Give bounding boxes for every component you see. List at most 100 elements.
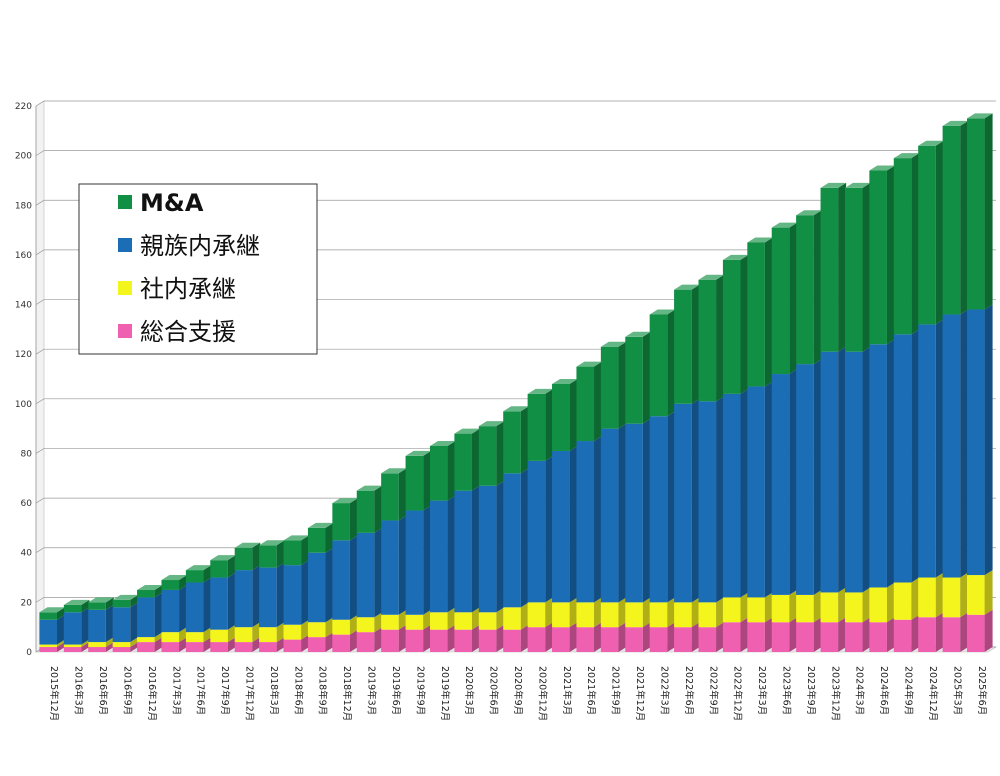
bar-segment — [844, 351, 863, 593]
bar-segment — [234, 547, 253, 571]
gridline — [35, 249, 996, 256]
bar-segment — [478, 426, 497, 486]
bar-segment — [698, 279, 717, 402]
bar-segment — [503, 629, 521, 652]
bar-segment — [796, 215, 814, 365]
bar-top — [161, 575, 188, 581]
bar-segment — [771, 374, 790, 595]
bar-segment — [918, 145, 936, 325]
bar-segment-side — [374, 627, 383, 652]
bar-stack — [600, 341, 627, 652]
bar-segment — [698, 401, 717, 603]
bar-stack — [625, 331, 651, 652]
bar-segment-side — [301, 619, 310, 640]
bar-segment-side — [960, 572, 969, 618]
bar-segment-side — [374, 485, 383, 533]
bar-segment-side — [569, 597, 578, 628]
bar-segment-side — [398, 624, 407, 652]
x-tick-label: 2020年9月 — [512, 666, 524, 715]
bar-segment — [893, 334, 912, 583]
bar-segment — [381, 614, 399, 630]
bar-segment-side — [691, 284, 700, 404]
bar-segment-side — [545, 622, 554, 652]
bar-segment-side — [252, 565, 261, 628]
bar-segment — [674, 627, 692, 652]
bar-segment — [429, 500, 448, 613]
bar-segment-side — [447, 495, 456, 613]
bar-segment — [259, 545, 277, 568]
bar-segment-side — [203, 565, 212, 583]
bar-segment-side — [398, 468, 407, 521]
bar-segment — [63, 647, 82, 652]
bar-segment-side — [349, 535, 358, 620]
y-tick-label: 0 — [26, 648, 32, 658]
bar-segment-side — [56, 639, 65, 648]
bar-top — [527, 388, 554, 394]
bar-segment — [942, 125, 961, 315]
bar-segment-side — [374, 612, 383, 633]
bar-segment-side — [276, 540, 285, 568]
bar-segment-side — [203, 627, 212, 643]
bar-segment — [698, 602, 717, 628]
bar-segment — [576, 627, 595, 652]
bar-segment-side — [325, 522, 334, 553]
bar-segment — [747, 622, 765, 652]
legend-label: 総合支援 — [140, 318, 236, 346]
bar-segment-side — [594, 597, 603, 628]
bar-stack — [454, 428, 480, 652]
bar-segment — [478, 612, 497, 630]
bar-segment-side — [935, 572, 944, 618]
bar-segment-side — [398, 609, 407, 630]
bar-segment — [88, 647, 106, 652]
bar-segment — [234, 642, 253, 652]
bar-segment — [967, 309, 985, 576]
bar-segment-side — [545, 455, 554, 603]
bar-segment-side — [520, 406, 529, 474]
bar-segment — [307, 622, 326, 638]
bar-segment — [210, 577, 228, 630]
bar-segment — [137, 642, 155, 652]
bar-segment — [112, 642, 131, 648]
x-tick-label: 2024年6月 — [878, 666, 890, 715]
bar-segment — [63, 612, 82, 645]
bar-segment-side — [471, 624, 480, 652]
bar-top — [722, 254, 749, 260]
bar-segment-side — [130, 637, 139, 648]
bar-segment — [112, 599, 131, 608]
bar-segment — [429, 446, 448, 501]
bar-segment — [649, 627, 668, 652]
bar-segment-side — [227, 624, 236, 643]
x-tick-label: 2018年6月 — [292, 666, 304, 715]
bar-stack — [552, 378, 578, 652]
bar-top — [869, 165, 895, 171]
bar-segment-side — [740, 617, 749, 652]
bar-segment-side — [740, 254, 749, 394]
bar-top — [918, 140, 944, 146]
bar-segment — [649, 416, 668, 603]
bar-segment-side — [179, 637, 188, 652]
x-tick-label: 2018年12月 — [341, 666, 353, 721]
bar-segment-side — [276, 562, 285, 628]
bar-segment — [967, 575, 985, 615]
bar-segment-side — [227, 637, 236, 652]
bar-segment — [918, 324, 936, 578]
gridline — [35, 199, 996, 206]
bar-segment — [918, 617, 936, 652]
bar-segment-side — [691, 398, 700, 603]
bar-segment — [381, 473, 399, 521]
bar-segment-side — [691, 622, 700, 652]
bar-segment — [552, 450, 570, 603]
bar-segment — [820, 622, 839, 652]
bar-top — [478, 421, 505, 427]
bar-segment — [844, 592, 863, 623]
bar-segment — [88, 642, 106, 648]
bar-stack — [161, 575, 188, 652]
bar-segment-side — [81, 639, 90, 648]
bar-segment — [185, 642, 204, 652]
bar-top — [185, 565, 212, 571]
bar-stack — [429, 441, 456, 652]
bar-segment — [820, 592, 839, 623]
x-tick-label: 2023年6月 — [781, 666, 793, 715]
bar-segment-side — [594, 622, 603, 652]
x-tick-label: 2020年12月 — [536, 666, 548, 721]
